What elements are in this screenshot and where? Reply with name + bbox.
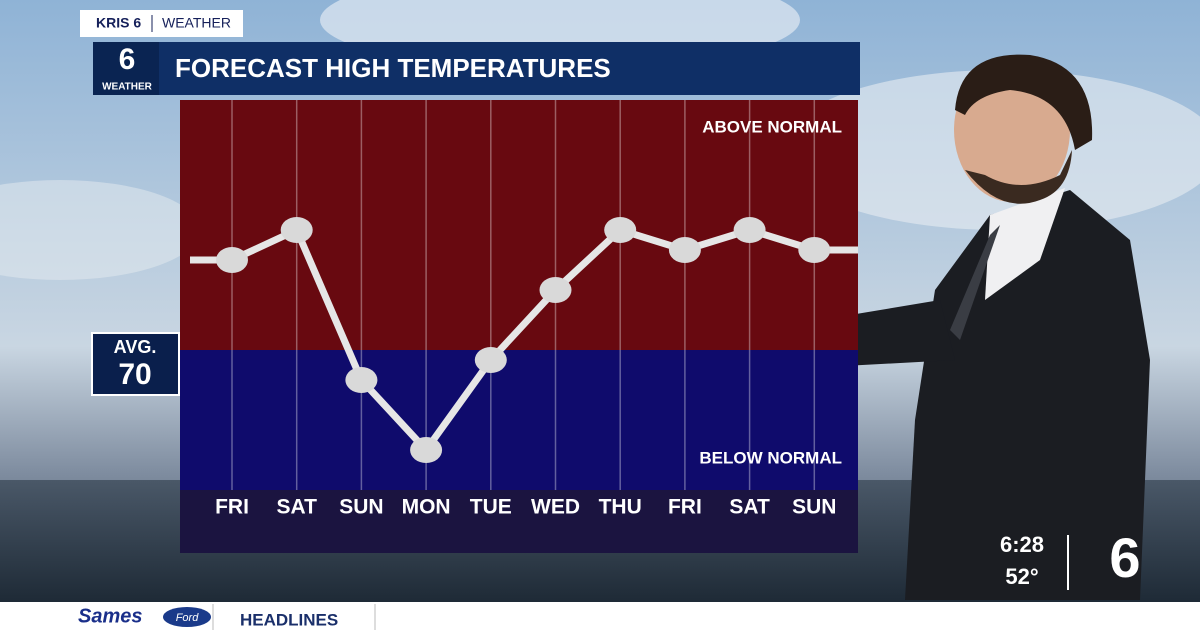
avg-label: AVG. bbox=[114, 337, 157, 357]
x-tick-label: SUN bbox=[339, 496, 383, 519]
station-tag bbox=[80, 10, 243, 37]
temperature-line bbox=[230, 226, 816, 454]
avg-box bbox=[91, 332, 180, 396]
sponsor-brand: Ford bbox=[176, 612, 200, 624]
avg-value: 70 bbox=[118, 358, 151, 391]
x-tick-label: FRI bbox=[668, 496, 702, 519]
x-tick-label: WED bbox=[531, 496, 580, 519]
x-tick-label: TUE bbox=[470, 496, 512, 519]
x-tick-label: MON bbox=[402, 496, 451, 519]
sponsor-badge bbox=[163, 607, 211, 627]
below-normal-label: BELOW NORMAL bbox=[699, 448, 842, 467]
temperature-dot bbox=[216, 247, 248, 273]
section-name: WEATHER bbox=[162, 15, 231, 31]
above-normal-label: ABOVE NORMAL bbox=[702, 117, 842, 136]
temperature-dot bbox=[410, 437, 443, 463]
logo: 6 bbox=[119, 43, 136, 76]
plot-area: ABOVE NORMAL BELOW NORMAL FRI SAT SUN MON TUE W… bbox=[180, 100, 858, 519]
below-normal-zone bbox=[180, 350, 858, 490]
temperature-dot bbox=[280, 217, 313, 243]
headline: HEADLINES bbox=[240, 610, 338, 629]
temperature-dot bbox=[345, 367, 378, 393]
chart-title: FORECAST HIGH TEMPERATURES bbox=[175, 53, 611, 83]
temperature-dot bbox=[474, 347, 507, 373]
time: 6:28 bbox=[1000, 532, 1044, 557]
temperature-dot bbox=[604, 217, 637, 243]
temperature-dot bbox=[733, 217, 766, 243]
cloud bbox=[0, 180, 200, 280]
x-tick-label: THU bbox=[599, 496, 642, 519]
logo-box bbox=[93, 42, 159, 95]
bug-logo: 6 bbox=[1109, 526, 1140, 589]
x-tick-label: FRI bbox=[215, 496, 249, 519]
sponsor: Sames bbox=[78, 605, 143, 627]
station-name: KRIS 6 bbox=[96, 15, 141, 31]
temperature-dot bbox=[539, 277, 572, 303]
temperature-dot bbox=[668, 237, 701, 263]
x-tick-label: SAT bbox=[729, 496, 770, 519]
temperature: 52° bbox=[1005, 564, 1038, 589]
x-tick-label: SUN bbox=[792, 496, 836, 519]
logo-caption: WEATHER bbox=[102, 82, 153, 93]
x-tick-label: SAT bbox=[276, 496, 317, 519]
title-bar bbox=[93, 42, 860, 95]
temperature-dot bbox=[798, 237, 831, 263]
